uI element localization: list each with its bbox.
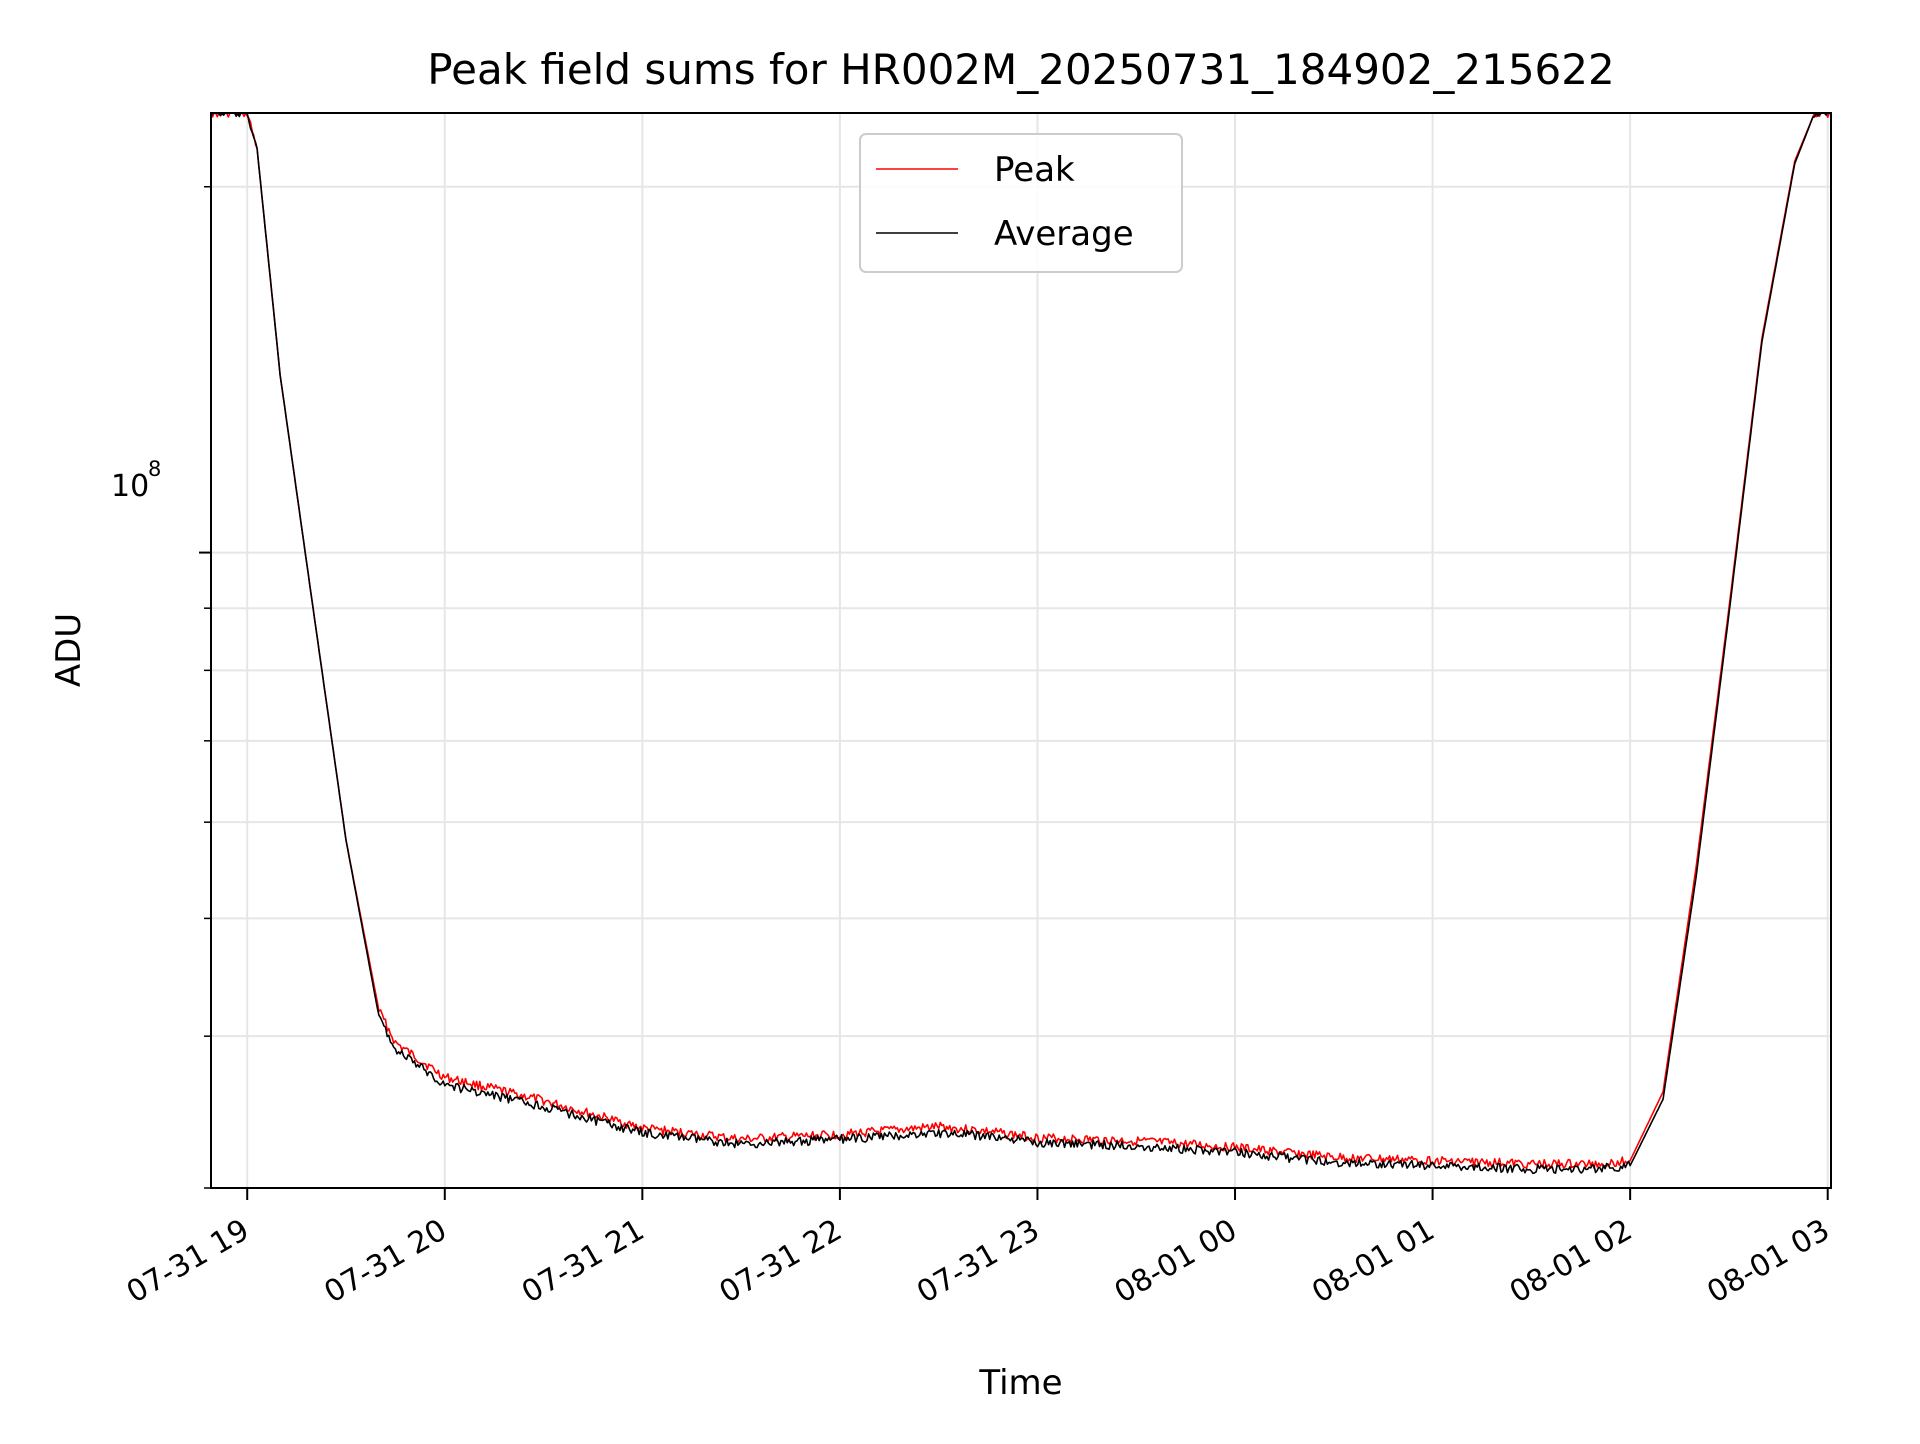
legend-label-peak: Peak <box>994 150 1075 190</box>
y-axis-label: ADU <box>49 613 89 687</box>
x-axis-label: Time <box>978 1363 1062 1403</box>
chart-title: Peak field sums for HR002M_20250731_1849… <box>427 45 1614 94</box>
series-lines <box>210 112 1831 1175</box>
plot-frame <box>210 112 1832 1189</box>
legend-label-average: Average <box>994 214 1134 254</box>
y-tick-label-exponent: 8 <box>148 457 161 481</box>
y-tick-label-1e8: 10 8 <box>111 457 161 504</box>
legend: Peak Average <box>859 133 1183 273</box>
series-line-average <box>210 112 1831 1175</box>
y-tick-label-base: 10 <box>111 469 149 504</box>
axis-ticks <box>199 186 1829 1200</box>
